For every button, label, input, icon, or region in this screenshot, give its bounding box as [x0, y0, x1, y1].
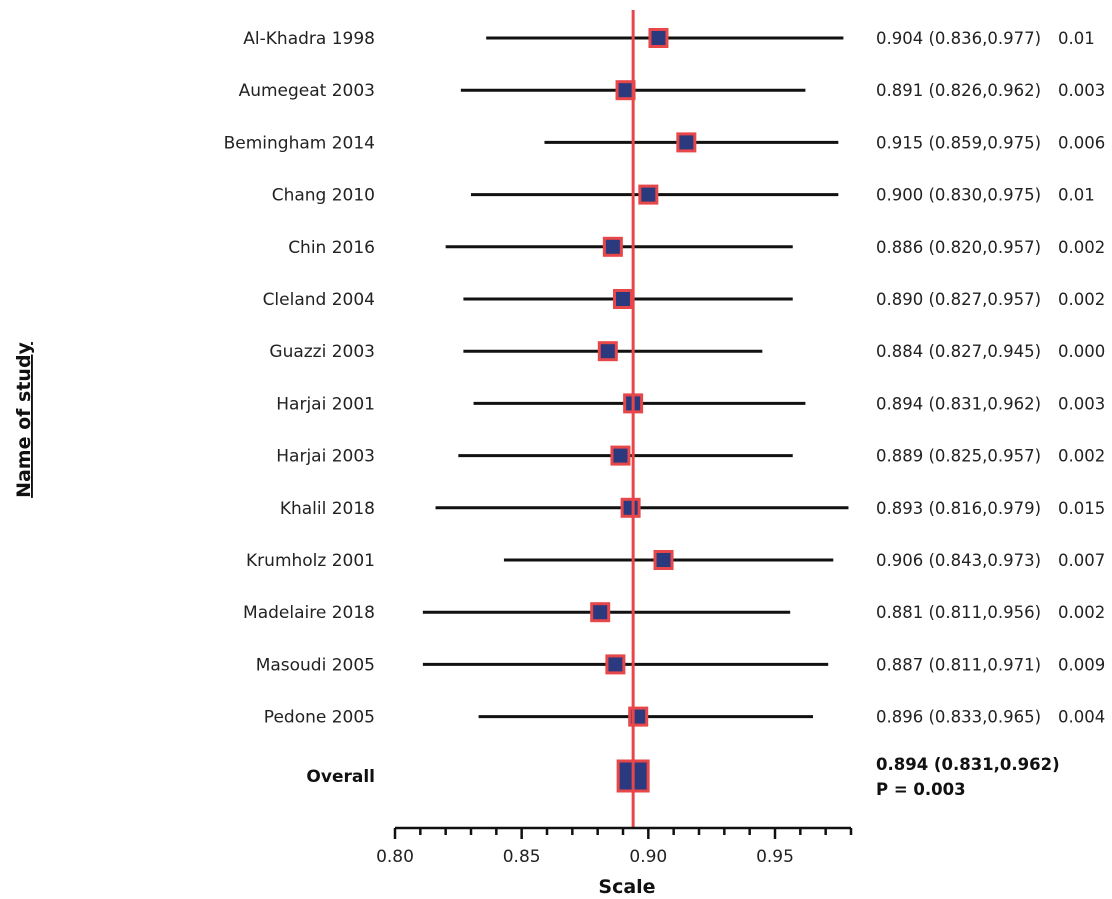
study-row: Chang 2010 0.900 (0.830,0.975) 0.01 — [272, 184, 1095, 206]
study-row: Chin 2016 0.886 (0.820,0.957) 0.002 — [288, 236, 1105, 258]
weight-text: 0.01 — [1058, 186, 1095, 205]
overall-ci-text: 0.894 (0.831,0.962) — [876, 755, 1060, 774]
study-name: Krumholz 2001 — [246, 551, 375, 571]
ci-text: 0.894 (0.831,0.962) — [876, 394, 1041, 413]
ci-text: 0.891 (0.826,0.962) — [876, 81, 1041, 100]
study-name: Aumegeat 2003 — [239, 81, 375, 101]
study-name: Al-Khadra 1998 — [243, 29, 375, 49]
point-estimate-marker — [648, 28, 669, 48]
point-estimate-marker — [613, 289, 633, 309]
x-axis-title: Scale — [598, 876, 655, 898]
weight-text: 0.003 — [1058, 81, 1105, 100]
ci-text: 0.890 (0.827,0.957) — [876, 290, 1041, 309]
x-axis: 0.80 0.85 0.90 0.95 — [376, 826, 853, 867]
weight-text: 0.01 — [1058, 29, 1095, 48]
weight-text: 0.002 — [1058, 447, 1105, 466]
study-name: Harjai 2003 — [276, 447, 375, 467]
x-tick-label: 0.90 — [629, 847, 667, 867]
study-row: Krumholz 2001 0.906 (0.843,0.973) 0.007 — [246, 550, 1105, 571]
ci-text: 0.881 (0.811,0.956) — [876, 603, 1041, 622]
study-rows: Al-Khadra 1998 0.904 (0.836,0.977) 0.01 Aum… — [224, 28, 1105, 728]
study-row: Cleland 2004 0.890 (0.827,0.957) 0.002 — [263, 289, 1105, 310]
study-row: Masoudi 2005 0.887 (0.811,0.971) 0.009 — [256, 654, 1105, 675]
ci-text: 0.893 (0.816,0.979) — [876, 499, 1041, 518]
ci-text: 0.896 (0.833,0.965) — [876, 708, 1041, 727]
study-row: Guazzi 2003 0.884 (0.827,0.945) 0.000 — [269, 341, 1105, 362]
ci-text: 0.906 (0.843,0.973) — [876, 551, 1041, 570]
x-tick-label: 0.95 — [756, 847, 794, 867]
y-axis-title: Name of study — [13, 341, 35, 497]
weight-text: 0.004 — [1058, 708, 1105, 727]
ci-text: 0.915 (0.859,0.975) — [876, 133, 1041, 152]
study-row: Aumegeat 2003 0.891 (0.826,0.962) 0.003 — [239, 80, 1105, 101]
weight-text: 0.015 — [1058, 499, 1105, 518]
x-tick-label: 0.80 — [376, 847, 414, 867]
ci-text: 0.904 (0.836,0.977) — [876, 29, 1041, 48]
ci-text: 0.889 (0.825,0.957) — [876, 447, 1041, 466]
weight-text: 0.006 — [1058, 133, 1105, 152]
overall-row: Overall 0.894 (0.831,0.962) P = 0.003 — [306, 755, 1059, 799]
weight-text: 0.000 — [1058, 342, 1105, 361]
x-tick-label: 0.85 — [503, 847, 541, 867]
weight-text: 0.003 — [1058, 394, 1105, 413]
ci-text: 0.900 (0.830,0.975) — [876, 186, 1041, 205]
study-name: Guazzi 2003 — [269, 342, 375, 362]
point-estimate-marker — [653, 550, 674, 570]
point-estimate-marker — [602, 236, 623, 257]
study-row: Harjai 2003 0.889 (0.825,0.957) 0.002 — [276, 445, 1105, 467]
point-estimate-marker — [638, 184, 659, 205]
point-estimate-marker — [615, 80, 636, 101]
ci-text: 0.887 (0.811,0.971) — [876, 655, 1041, 674]
study-row: Harjai 2001 0.894 (0.831,0.962) 0.003 — [276, 393, 1105, 414]
study-row: Al-Khadra 1998 0.904 (0.836,0.977) 0.01 — [243, 28, 1095, 49]
study-row: Bemingham 2014 0.915 (0.859,0.975) 0.006 — [224, 132, 1105, 153]
study-row: Khalil 2018 0.893 (0.816,0.979) 0.015 — [280, 497, 1105, 519]
weight-text: 0.002 — [1058, 603, 1105, 622]
point-estimate-marker — [620, 497, 641, 518]
study-name: Masoudi 2005 — [256, 655, 375, 675]
ci-text: 0.884 (0.827,0.945) — [876, 342, 1041, 361]
point-estimate-marker — [605, 654, 626, 675]
point-estimate-marker — [590, 602, 611, 623]
point-estimate-marker — [610, 445, 631, 466]
study-row: Madelaire 2018 0.881 (0.811,0.956) 0.002 — [243, 602, 1105, 623]
weight-text: 0.002 — [1058, 290, 1105, 309]
weight-text: 0.007 — [1058, 551, 1105, 570]
weight-text: 0.009 — [1058, 655, 1105, 674]
overall-label: Overall — [306, 767, 375, 787]
study-name: Cleland 2004 — [263, 290, 375, 310]
study-name: Bemingham 2014 — [224, 133, 375, 153]
study-name: Chin 2016 — [288, 238, 375, 258]
ci-text: 0.886 (0.820,0.957) — [876, 238, 1041, 257]
study-name: Pedone 2005 — [264, 708, 375, 728]
point-estimate-marker — [676, 132, 697, 153]
study-name: Madelaire 2018 — [243, 603, 375, 623]
study-name: Chang 2010 — [272, 186, 375, 206]
weight-text: 0.002 — [1058, 238, 1105, 257]
study-name: Harjai 2001 — [276, 394, 375, 414]
study-name: Khalil 2018 — [280, 499, 375, 519]
overall-p-value: P = 0.003 — [876, 780, 966, 799]
point-estimate-marker — [597, 341, 618, 362]
study-row: Pedone 2005 0.896 (0.833,0.965) 0.004 — [264, 706, 1105, 728]
